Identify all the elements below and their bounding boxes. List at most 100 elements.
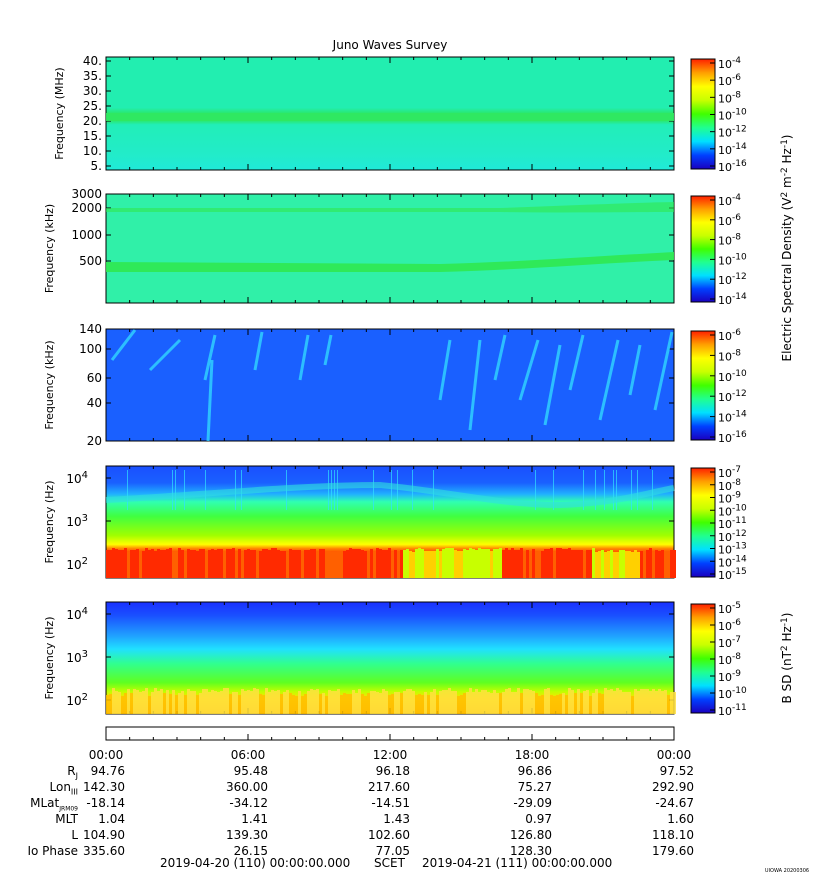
panel5-column xyxy=(550,695,553,714)
panel4-column xyxy=(586,550,589,578)
panel4-column xyxy=(190,550,193,578)
panel5-column xyxy=(160,689,163,714)
panel5-column xyxy=(553,696,556,714)
panel4-column xyxy=(526,550,529,578)
panel4-column xyxy=(178,548,181,578)
panel5-column xyxy=(109,694,112,714)
panel4-column xyxy=(109,550,112,578)
ephemeris-value: 126.80 xyxy=(510,828,552,842)
panel4-column xyxy=(286,552,289,578)
panel4-column xyxy=(382,550,385,578)
panel4-column xyxy=(571,550,574,578)
panel4-column xyxy=(160,550,163,578)
y-tick-label: 10. xyxy=(83,144,102,158)
ephemeris-row-label: Io Phase xyxy=(27,844,78,858)
panel3-streak-13 xyxy=(568,334,585,391)
panel5-column xyxy=(355,693,358,714)
ephemeris-value: 217.60 xyxy=(368,780,410,794)
panel4-column xyxy=(412,552,415,578)
panel5-column xyxy=(442,690,445,714)
panel4-column xyxy=(349,548,352,578)
panel4-spike xyxy=(127,470,128,510)
panel4-column xyxy=(364,551,367,578)
panel4-column xyxy=(187,549,190,578)
panel4-column xyxy=(295,550,298,578)
panel5-column xyxy=(181,691,184,714)
panel5-column xyxy=(214,691,217,714)
panel5-column xyxy=(112,688,115,714)
panel4-column xyxy=(136,549,139,578)
panel5-column xyxy=(166,690,169,714)
panel4-spike xyxy=(334,470,335,510)
panel4-column xyxy=(601,550,604,578)
panel5-column xyxy=(388,695,391,714)
panel5-column xyxy=(652,689,655,714)
panel4-column xyxy=(559,548,562,578)
y-axis-label: Frequency (MHz) xyxy=(53,67,66,159)
panel4-column xyxy=(310,549,313,578)
panel5-column xyxy=(421,695,424,714)
panel5-column xyxy=(268,692,271,714)
panel4-column xyxy=(430,551,433,578)
panel4-column xyxy=(346,550,349,578)
colorbar-tick-label: 10-7 xyxy=(718,635,741,650)
colorbar-tick-label: 10-10 xyxy=(718,252,747,267)
panel5-column xyxy=(466,692,469,714)
panel4-column xyxy=(106,550,109,578)
panel5-column xyxy=(106,695,109,714)
panel2-lower-band xyxy=(106,252,674,272)
panel4-column xyxy=(577,550,580,578)
panel5-column xyxy=(463,693,466,714)
ephemeris-value: -24.67 xyxy=(655,796,694,810)
panel5-column xyxy=(667,695,670,714)
panel4-column xyxy=(625,551,628,578)
panel5-column xyxy=(352,690,355,714)
panel4-spike xyxy=(175,470,176,510)
ephemeris-value: 360.00 xyxy=(226,780,268,794)
panel3-streak-11 xyxy=(518,339,540,401)
panel4-column xyxy=(568,548,571,578)
y-tick-label: 100 xyxy=(79,342,102,356)
panel5-column xyxy=(640,689,643,714)
panel5-column xyxy=(580,693,583,714)
panel4-column xyxy=(523,551,526,578)
panel4-column xyxy=(424,551,427,578)
y-tick-label: 60 xyxy=(87,371,102,385)
panel5-column xyxy=(514,692,517,714)
panel4-column xyxy=(409,551,412,578)
panel5-column xyxy=(292,695,295,714)
panel5-column xyxy=(631,696,634,714)
panel5-column xyxy=(400,693,403,714)
panel4-column xyxy=(616,552,619,578)
colorbar-tick-label: 10-14 xyxy=(718,142,747,157)
panel4-column xyxy=(385,550,388,578)
colorbar-tick-label: 10-4 xyxy=(718,193,741,208)
panel4-column xyxy=(130,550,133,578)
panel5-column xyxy=(406,689,409,714)
ephemeris-value: -34.12 xyxy=(229,796,268,810)
panel4-column xyxy=(673,550,676,578)
ephemeris-value: 292.90 xyxy=(652,780,694,794)
panel3-streak-5 xyxy=(253,331,264,371)
colorbar-tick-label: 10-6 xyxy=(718,618,741,633)
panel4-column xyxy=(403,550,406,578)
panel4-column xyxy=(379,549,382,578)
panel4-column xyxy=(193,550,196,578)
panel5-column xyxy=(178,693,181,714)
ephemeris-value: -18.14 xyxy=(86,796,125,810)
panel5-column xyxy=(385,691,388,714)
panel5-column xyxy=(658,689,661,714)
panel5-column xyxy=(613,691,616,714)
panel4-column xyxy=(442,549,445,578)
panel4-column xyxy=(121,550,124,578)
panel4-column xyxy=(598,551,601,578)
panel5-column xyxy=(448,688,451,714)
panel3-streak-8 xyxy=(438,339,452,401)
colorbar-tick-label: 10-14 xyxy=(718,554,747,569)
panel4-spike xyxy=(637,470,638,510)
panel4-column xyxy=(565,549,568,578)
panel4-column xyxy=(595,552,598,578)
panel4-column xyxy=(505,548,508,578)
panel5-column xyxy=(289,693,292,714)
panel5-column xyxy=(541,695,544,714)
